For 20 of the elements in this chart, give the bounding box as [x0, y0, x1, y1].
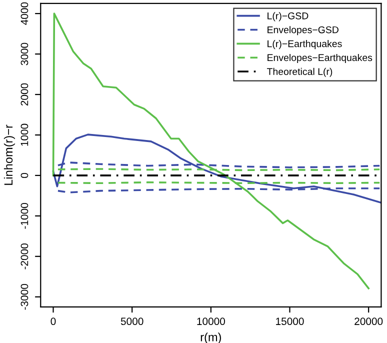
y-tick-label: 4000 [20, 2, 28, 25]
y-tick-label: -2000 [20, 243, 28, 270]
x-tick-label: 10000 [197, 318, 225, 326]
y-axis-title: Linhom(r)−r [4, 124, 15, 185]
legend-label: Envelopes−Earthquakes [268, 54, 372, 64]
legend-label: L(r)−GSD [268, 12, 308, 22]
x-tick-label: 15000 [276, 318, 304, 326]
legend-label: L(r)−Earthquakes [268, 40, 342, 50]
x-tick-label: 0 [50, 318, 56, 326]
legend-label: Envelopes−GSD [268, 26, 338, 36]
y-tick-label: -1000 [20, 203, 28, 229]
x-tick-label: 20000 [354, 318, 383, 326]
y-tick-label: 1000 [20, 124, 28, 146]
line-series [52, 134, 382, 204]
x-tick-label: 5000 [120, 318, 144, 326]
legend-label: Theoretical L(r) [267, 68, 332, 77]
y-tick-label: 2000 [20, 83, 28, 106]
y-tick-label: -3000 [20, 284, 28, 310]
y-tick-label: 3000 [20, 42, 28, 66]
y-tick-label: 0 [20, 172, 28, 178]
